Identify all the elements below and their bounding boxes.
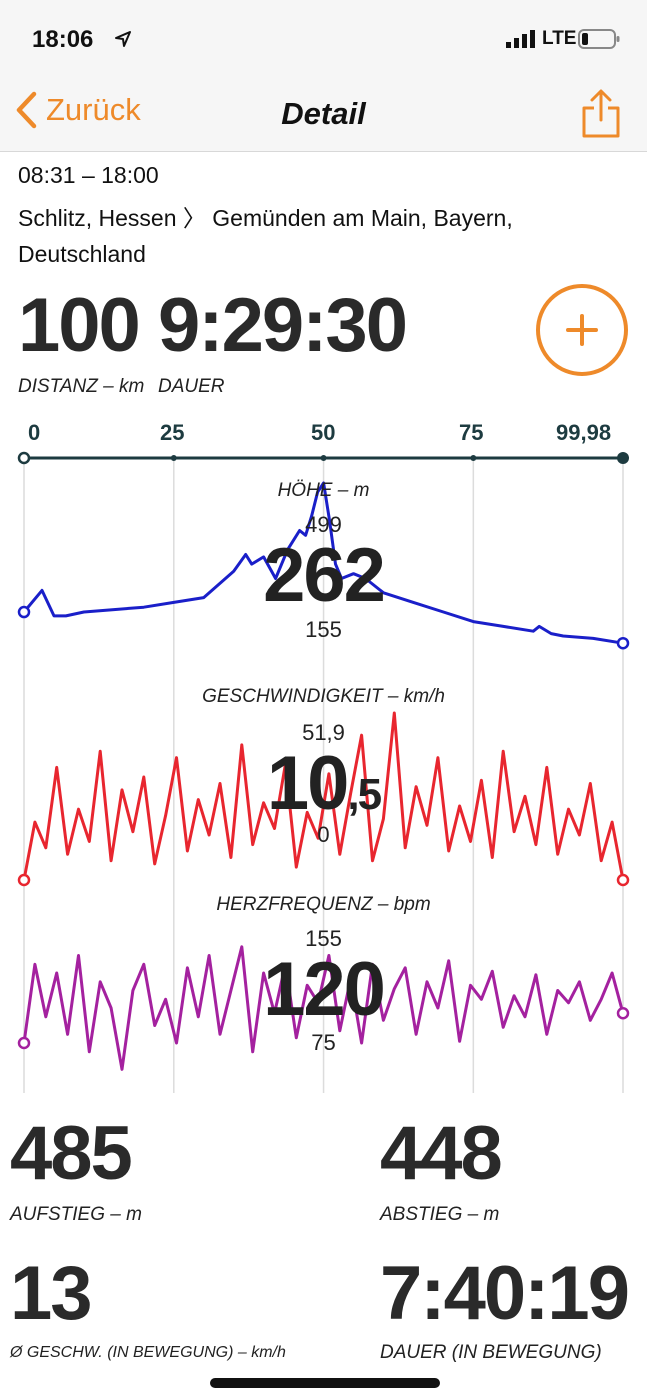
heart-max: 155 [305,926,342,951]
battery-icon [578,29,620,49]
elevation-min: 155 [305,617,342,642]
heart-series-line [22,945,625,1071]
ascent-label: AUFSTIEG – m [10,1204,142,1225]
charts-svg [17,451,630,1093]
status-time: 18:06 [32,26,94,53]
home-indicator [210,1378,440,1388]
back-button[interactable]: Zurück [14,90,141,130]
elevation-current: 262 [263,533,386,618]
speed-title: GESCHWINDIGKEIT – km/h [202,686,445,707]
speed-max: 51,9 [302,720,345,745]
back-label: Zurück [46,92,141,127]
avg-speed-label: Ø GESCHW. (IN BEWEGUNG) – km/h [10,1344,286,1361]
speed-current-int: 10 [266,741,350,826]
descent-value: 448 [380,1111,503,1196]
axis-tick-label: 25 [160,420,185,445]
moving-time-value: 7:40:19 [380,1251,630,1336]
elevation-title: HÖHE – m [277,480,370,501]
descent-label: ABSTIEG – m [380,1204,500,1225]
avg-speed-value: 13 [10,1251,93,1336]
axis-tick-label: 0 [28,420,41,445]
page-title: Detail [281,96,366,131]
speed-current-dec: ,5 [347,770,382,819]
add-button[interactable] [536,284,628,376]
heart-title: HERZFREQUENZ – bpm [216,894,431,915]
axis-tick-dot [320,455,327,461]
elevation-series-line [22,481,624,645]
duration-label: DAUER [158,376,225,397]
share-icon[interactable] [580,88,622,140]
axis-start-dot [17,451,31,465]
elevation-start-point [17,605,31,619]
moving-time-label: DAUER (IN BEWEGUNG) [380,1342,602,1363]
network-type: LTE [542,28,577,49]
axis-tick-dot [470,455,477,461]
ascent-value: 485 [10,1111,133,1196]
speed-min: 0 [317,822,330,847]
heart-end-point [616,1007,630,1020]
elevation-max: 499 [305,512,342,537]
axis-end-dot [617,452,629,464]
cellular-signal-icon [506,30,535,48]
axis-tick-label: 75 [459,420,484,445]
elevation-end-point [616,636,630,650]
axis-tick-dot [170,455,177,461]
top-bar: 18:06 LTE Zurück Detail [0,0,647,152]
charts-area[interactable] [0,418,647,1098]
duration-value: 9:29:30 [158,283,408,368]
trip-route: Schlitz, Hessen 〉 Gemünden am Main, Baye… [18,205,513,267]
speed-current: 10,5 [0,740,647,827]
heart-start-point [17,1036,31,1050]
axis-tick-label: 50 [311,420,336,445]
heart-current: 120 [263,947,386,1032]
distance-label: DISTANZ – km [18,376,145,397]
plus-icon [566,314,598,346]
speed-end-point [616,873,630,887]
speed-series-line [22,711,625,881]
heart-min: 75 [311,1030,336,1055]
speed-start-point [17,873,31,887]
location-arrow-icon [115,31,131,47]
distance-value: 100 [18,283,141,368]
axis-tick-label: 99,98 [556,420,612,445]
chevron-left-icon [16,91,37,129]
trip-time-range: 08:31 – 18:00 [18,162,159,188]
